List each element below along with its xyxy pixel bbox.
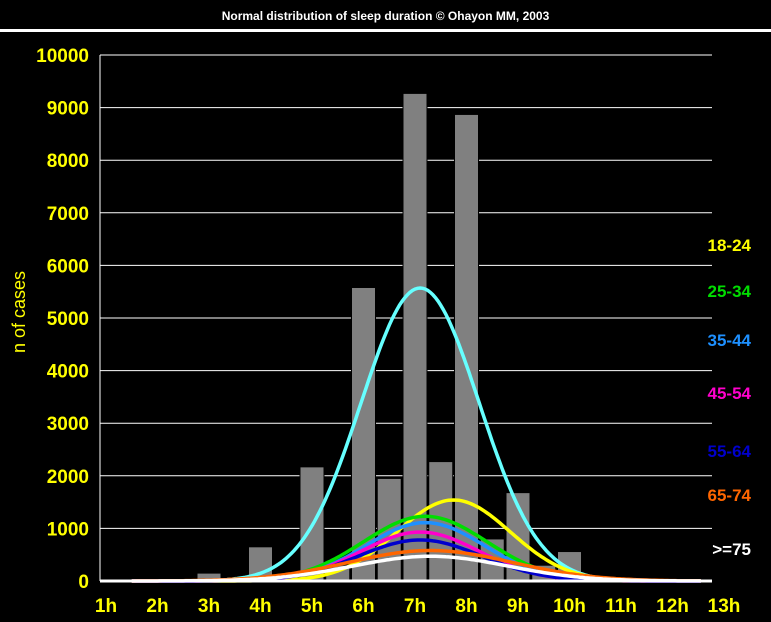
y-tick-label: 5000 (47, 309, 89, 330)
legend-entry: 18-24 (708, 236, 752, 255)
y-axis-label: n of cases (9, 271, 29, 353)
x-tick-label: 9h (507, 596, 529, 617)
bar (454, 113, 479, 582)
x-tick-label: 3h (198, 596, 220, 617)
legend: 18-24 25-34 35-44 45-54 55-64 65-74 >=75 (708, 236, 752, 559)
y-tick-label: 6000 (47, 256, 89, 277)
x-tick-label: 8h (455, 596, 477, 617)
chart-title: Normal distribution of sleep duration © … (221, 9, 550, 23)
x-tick-label: 6h (352, 596, 374, 617)
legend-entry: 25-34 (708, 282, 752, 301)
x-tick-label: 13h (708, 596, 741, 617)
x-tick-label: 4h (249, 596, 271, 617)
legend-entry: 55-64 (708, 442, 752, 461)
y-tick-label: 3000 (47, 414, 89, 435)
x-tick-label: 10h (553, 596, 586, 617)
bar (402, 92, 428, 582)
y-tick-label: 8000 (47, 151, 89, 172)
legend-entry: >=75 (712, 540, 751, 559)
x-tick-label: 1h (95, 596, 117, 617)
x-tick-labels: 1h 2h 3h 4h 5h 6h 7h 8h 9h 10h 11h 12h 13h (95, 596, 740, 617)
bars (170, 92, 634, 582)
y-tick-label: 4000 (47, 362, 89, 383)
x-tick-label: 7h (404, 596, 426, 617)
x-tick-label: 11h (605, 596, 637, 617)
y-tick-label: 10000 (36, 46, 89, 67)
x-tick-label: 2h (146, 596, 168, 617)
title-bar: Normal distribution of sleep duration © … (0, 0, 771, 32)
x-tick-label: 5h (301, 596, 323, 617)
y-tick-label: 7000 (47, 204, 89, 225)
y-tick-label: 2000 (47, 467, 89, 488)
axes (99, 55, 712, 583)
y-tick-labels: 0 1000 2000 3000 4000 5000 6000 7000 8000 9000 100… (36, 46, 89, 593)
legend-entry: 65-74 (708, 486, 752, 505)
y-tick-label: 1000 (47, 519, 89, 540)
legend-entry: 35-44 (708, 331, 752, 350)
y-tick-label: 0 (78, 572, 89, 593)
legend-entry: 45-54 (708, 384, 752, 403)
y-tick-label: 9000 (47, 99, 89, 120)
x-tick-label: 12h (656, 596, 689, 617)
